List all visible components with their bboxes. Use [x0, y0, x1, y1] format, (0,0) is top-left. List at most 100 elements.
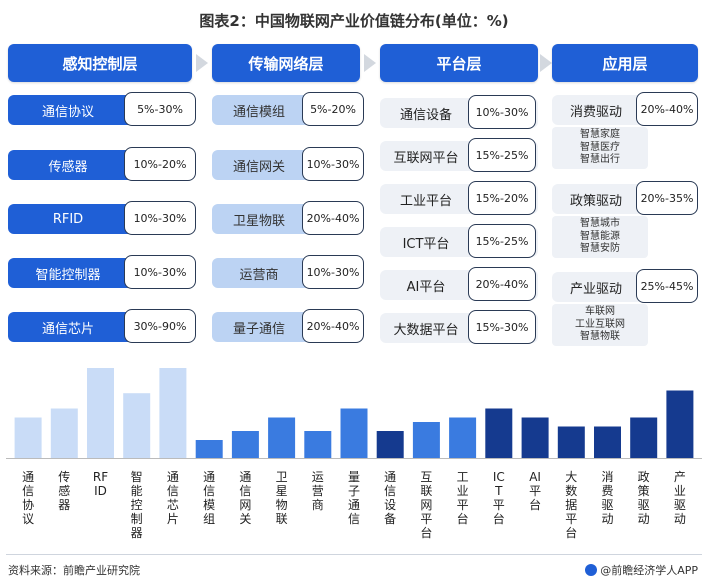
bar-智能控制器: [123, 393, 151, 458]
arrow-icon: [540, 54, 552, 72]
value-chain-item: 量子通信 20%-40%: [212, 309, 364, 343]
value-chain-item: 互联网平台 15%-25%: [380, 138, 538, 172]
value-chain-item: 政策驱动 20%-35%: [552, 181, 698, 215]
item-range: 10%-30%: [468, 95, 536, 129]
sub-items-block: 车联网 工业互联网 智慧物联: [552, 304, 648, 346]
item-label: 智能控制器: [35, 267, 101, 283]
value-chain-item: 卫星物联 20%-40%: [212, 201, 364, 235]
x-tick-label: 运营商: [311, 470, 324, 512]
item-label: 通信模组: [232, 104, 285, 120]
item-label: 政策驱动: [569, 193, 622, 209]
item-label: RFID: [52, 211, 84, 227]
sub-items-block: 智慧家庭 智慧医疗 智慧出行: [552, 127, 648, 169]
brand-credit: @前瞻经济学人APP: [585, 562, 698, 578]
item-label: 产业驱动: [569, 281, 622, 297]
bar-ICT平台: [485, 408, 513, 458]
x-tick-label: 通信芯片: [166, 470, 179, 526]
item-label: 工业平台: [399, 193, 452, 209]
brand-credit-text: @前瞻经济学人APP: [600, 564, 698, 577]
item-range: 15%-30%: [468, 310, 536, 344]
bar-AI平台: [521, 417, 549, 458]
bar-通信设备: [376, 431, 404, 458]
item-range: 20%-40%: [468, 267, 536, 301]
item-label: 运营商: [239, 267, 279, 283]
x-tick-label: 卫星物联: [275, 470, 288, 526]
value-chain-item: 运营商 10%-30%: [212, 255, 364, 289]
x-tick-label: 智能控制器: [130, 470, 143, 540]
x-tick-label: 通信设备: [384, 470, 397, 526]
x-axis-line: [6, 458, 702, 459]
item-label: 量子通信: [232, 321, 285, 337]
x-tick-label: 通信网关: [239, 470, 252, 526]
item-range: 10%-30%: [302, 255, 364, 289]
bar-量子通信: [340, 408, 368, 458]
column-header-perception: 感知控制层: [8, 44, 192, 82]
bar-消费驱动: [594, 426, 621, 458]
item-range: 10%-30%: [124, 255, 196, 289]
bar-通信网关: [231, 431, 259, 458]
value-chain-item: 产业驱动 25%-45%: [552, 269, 698, 303]
x-tick-label: RFID: [92, 470, 109, 498]
item-label: 卫星物联: [232, 213, 285, 229]
item-range: 15%-25%: [468, 224, 536, 258]
column-header-platform: 平台层: [380, 44, 538, 82]
bar-传感器: [50, 408, 78, 458]
value-chain-item: 通信模组 5%-20%: [212, 92, 364, 126]
item-label: ICT平台: [402, 236, 450, 252]
arrow-icon: [364, 54, 376, 72]
item-range: 20%-35%: [636, 181, 698, 215]
x-tick-label: 量子通信: [347, 470, 360, 526]
bar-RFID: [87, 368, 114, 458]
item-range: 20%-40%: [302, 309, 364, 343]
x-tick-label: 传感器: [58, 470, 71, 512]
column-header-application: 应用层: [552, 44, 698, 82]
item-label: 消费驱动: [569, 104, 622, 120]
item-label: 通信协议: [41, 104, 94, 120]
x-tick-label: 工业平台: [456, 470, 469, 526]
value-chain-item: 工业平台 15%-20%: [380, 181, 538, 215]
x-tick-label: ICT平台: [492, 470, 505, 526]
item-range: 20%-40%: [302, 201, 364, 235]
item-label: AI平台: [406, 279, 446, 295]
x-tick-label: 通信模组: [203, 470, 216, 526]
value-chain-item: 通信芯片 30%-90%: [8, 309, 196, 343]
sub-item: 智慧城市: [580, 218, 620, 229]
x-tick-label: 互联网平台: [420, 470, 433, 540]
column-header-transport: 传输网络层: [212, 44, 360, 82]
x-tick-label: 大数据平台: [565, 470, 578, 540]
item-label: 大数据平台: [393, 322, 459, 338]
x-tick-label: 通信协议: [22, 470, 35, 526]
item-range: 25%-45%: [636, 269, 698, 303]
item-label: 互联网平台: [393, 150, 459, 166]
chart-title: 图表2：中国物联网产业价值链分布(单位：%): [199, 12, 509, 30]
value-chain-item: ICT平台 15%-25%: [380, 224, 538, 258]
x-tick-label: 产业驱动: [673, 470, 686, 526]
x-tick-label: 消费驱动: [601, 470, 614, 526]
column-header-perception-label: 感知控制层: [62, 54, 138, 73]
sub-item: 智慧家庭: [580, 129, 620, 140]
bar-工业平台: [449, 417, 477, 458]
bar-通信协议: [14, 417, 42, 458]
bar-大数据平台: [557, 426, 585, 458]
bar-通信模组: [195, 440, 223, 458]
column-header-transport-label: 传输网络层: [248, 54, 324, 73]
bar-互联网平台: [412, 422, 440, 458]
brand-logo-icon: [585, 564, 598, 576]
sub-item: 智慧能源: [580, 230, 620, 242]
item-range: 20%-40%: [636, 92, 698, 126]
value-chain-item: 大数据平台 15%-30%: [380, 310, 538, 344]
item-range: 15%-20%: [468, 181, 536, 215]
item-range: 15%-25%: [468, 138, 536, 172]
footer-divider: [6, 554, 702, 555]
column-header-application-label: 应用层: [602, 54, 648, 73]
source-note: 资料来源：前瞻产业研究院: [8, 564, 140, 577]
item-label: 通信网关: [232, 159, 285, 175]
sub-items-block: 智慧城市 智慧能源 智慧安防: [552, 216, 648, 258]
sub-item: 智慧安防: [580, 243, 620, 254]
value-chain-item: 通信网关 10%-30%: [212, 147, 364, 181]
item-range: 5%-20%: [302, 92, 364, 126]
sub-item: 智慧出行: [580, 154, 620, 165]
x-tick-label: AI平台: [529, 470, 542, 512]
bar-chart: [14, 368, 694, 458]
bar-卫星物联: [268, 417, 296, 458]
